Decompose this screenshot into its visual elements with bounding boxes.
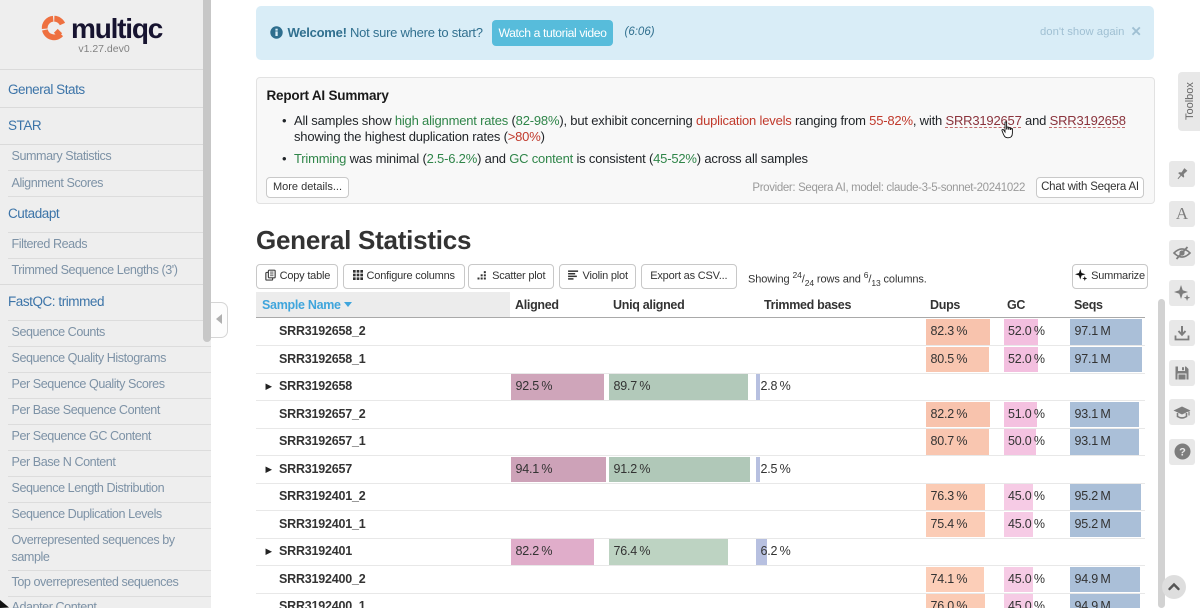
svg-text:?: ? [1179,447,1186,459]
